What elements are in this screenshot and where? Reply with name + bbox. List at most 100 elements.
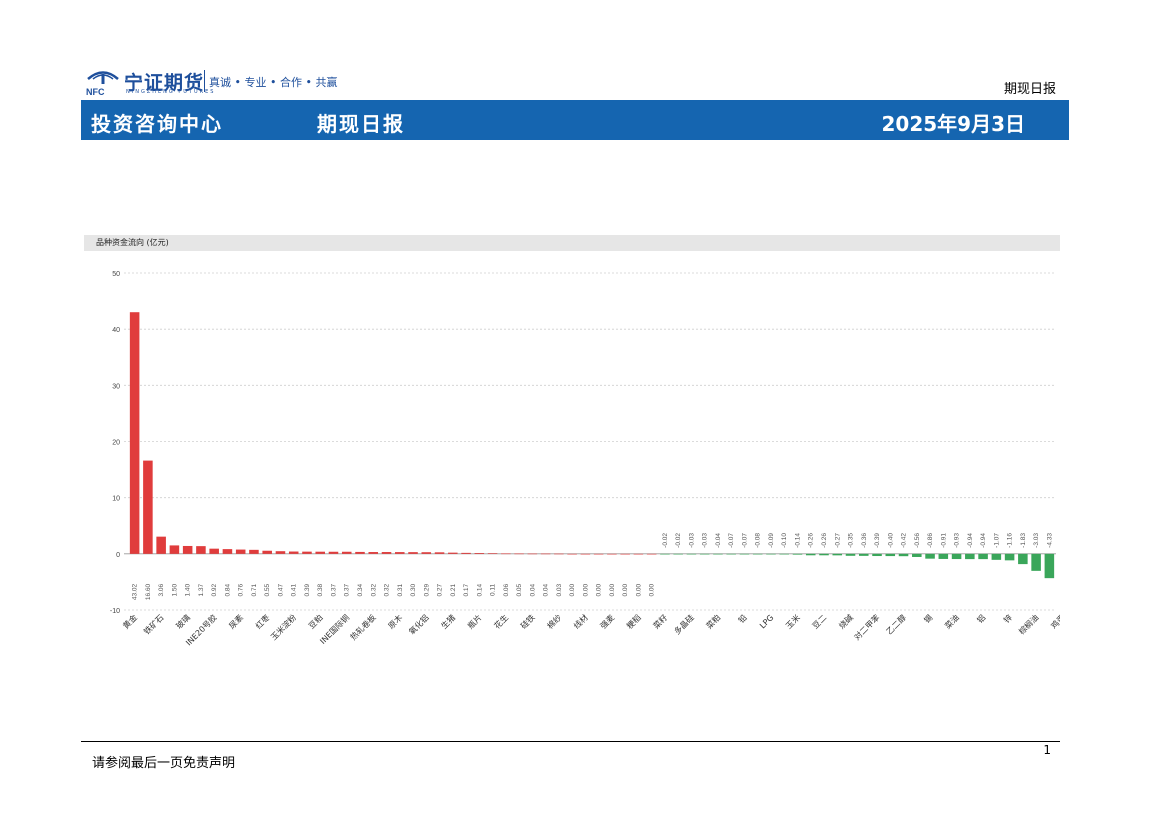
data-label: 0.34	[357, 583, 364, 596]
x-tick-label: 棕榈油	[1016, 612, 1040, 636]
chart-title-bar: 品种资金流向 (亿元)	[84, 235, 1060, 251]
data-label: -0.26	[808, 533, 815, 548]
bar	[315, 551, 326, 554]
y-tick-label: 20	[112, 440, 120, 447]
logo-company-name-en: NINGZHENG FUTURES	[126, 89, 216, 95]
x-tick-label: LPG	[758, 613, 775, 630]
x-tick-label: 铅	[736, 612, 749, 625]
bar	[925, 553, 935, 559]
bar	[262, 550, 272, 554]
data-label: -0.03	[702, 533, 709, 548]
bar	[805, 553, 816, 556]
data-label: -0.86	[927, 533, 934, 548]
x-tick-label: 生猪	[439, 612, 457, 630]
data-label: -0.03	[688, 533, 695, 548]
data-label: -0.02	[662, 533, 669, 548]
data-label: 0.17	[463, 583, 470, 596]
data-label: 0.11	[490, 583, 497, 596]
bar	[646, 553, 657, 555]
data-label: 0.00	[649, 583, 656, 596]
bar	[885, 553, 896, 557]
fund-flow-bar-chart: -10 0 10 20 30 40 50 43.02 16.60 3.06 1.50 1.40 1.37…	[110, 271, 1060, 647]
x-tick-label: 多晶硅	[672, 612, 696, 636]
bar	[1031, 553, 1041, 571]
data-label: 0.71	[251, 583, 258, 596]
bar	[951, 553, 962, 560]
data-label: 0.00	[635, 583, 642, 596]
disclaimer-note: 请参阅最后一页免责声明	[92, 756, 236, 771]
data-label: -0.08	[755, 533, 762, 548]
x-tick-label: 菜籽	[651, 612, 669, 630]
data-label: 1.40	[185, 583, 192, 596]
bar	[620, 553, 630, 555]
report-date: 2025年9月3日	[881, 112, 1026, 136]
bar	[726, 553, 736, 555]
data-label: 0.37	[344, 583, 351, 596]
bar	[514, 553, 524, 555]
data-label: -0.42	[901, 533, 908, 548]
bar	[1044, 553, 1055, 579]
bar	[1004, 553, 1015, 561]
data-label: 0.55	[264, 583, 271, 596]
data-label: 0.04	[543, 583, 550, 596]
x-tick-label: 玉米	[784, 612, 802, 630]
data-label: 1.37	[198, 583, 205, 596]
x-tick-label: 烧碱	[837, 612, 855, 630]
x-tick-label: 玉米淀粉	[268, 612, 298, 642]
bar	[235, 549, 246, 554]
footer-divider	[81, 741, 1060, 742]
data-label: 0.00	[609, 583, 616, 596]
bar	[819, 553, 829, 556]
data-label: -0.02	[675, 533, 682, 548]
data-label: 0.31	[397, 583, 404, 596]
bar	[540, 553, 551, 555]
x-tick-label: 强麦	[598, 612, 616, 630]
x-tick-label: 原木	[386, 612, 404, 630]
data-label: 0.92	[211, 583, 218, 596]
bar	[991, 553, 1002, 560]
bar	[633, 553, 644, 555]
data-label: 43.02	[132, 583, 139, 600]
x-tick-label: 粳稻	[624, 612, 642, 630]
bar	[474, 553, 485, 554]
bar	[739, 553, 750, 555]
data-label: 0.03	[556, 583, 563, 596]
data-label: 0.21	[450, 583, 457, 596]
bar	[872, 553, 882, 557]
data-label: -0.27	[834, 533, 841, 548]
bar	[938, 553, 949, 559]
data-label: 0.29	[423, 583, 430, 596]
data-label: -0.35	[848, 533, 855, 548]
data-label: -0.39	[874, 533, 881, 548]
bar	[156, 536, 166, 554]
bar	[978, 553, 988, 560]
data-label: 3.06	[158, 583, 165, 596]
x-tick-label: 豆二	[811, 613, 829, 631]
bar	[222, 549, 233, 554]
data-label: -0.56	[914, 533, 921, 548]
bar	[209, 548, 219, 554]
data-label: -0.14	[794, 533, 801, 548]
bar	[527, 553, 538, 555]
data-label: 0.32	[370, 583, 377, 596]
bar	[567, 553, 577, 555]
department-name: 投资咨询中心	[91, 112, 223, 136]
x-tick-label: 豆粕	[306, 612, 324, 630]
bar	[593, 553, 604, 555]
bar	[660, 553, 670, 555]
logo-slogan: 真诚 • 专业 • 合作 • 共赢	[209, 76, 338, 89]
data-label: -0.36	[861, 533, 868, 548]
bar	[288, 551, 299, 554]
x-tick-label: 对二甲苯	[852, 612, 882, 642]
data-label: 0.47	[277, 583, 284, 596]
logo-divider	[204, 70, 205, 92]
y-tick-label: 50	[112, 271, 120, 278]
bar	[341, 551, 352, 554]
y-tick-label: 30	[112, 383, 120, 390]
logo-emblem-icon: NFC	[86, 71, 119, 96]
bar	[355, 551, 365, 554]
data-label: 0.76	[238, 583, 245, 596]
x-tick-label: INE国际铜	[318, 612, 352, 646]
bar	[699, 553, 710, 555]
bar	[169, 545, 180, 554]
